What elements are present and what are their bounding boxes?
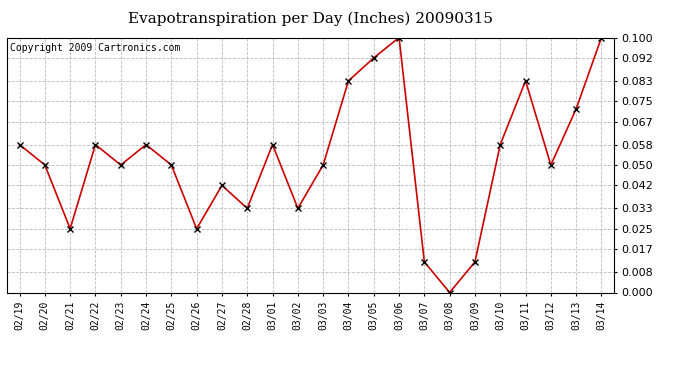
Text: Copyright 2009 Cartronics.com: Copyright 2009 Cartronics.com — [10, 43, 180, 52]
Text: Evapotranspiration per Day (Inches) 20090315: Evapotranspiration per Day (Inches) 2009… — [128, 11, 493, 26]
